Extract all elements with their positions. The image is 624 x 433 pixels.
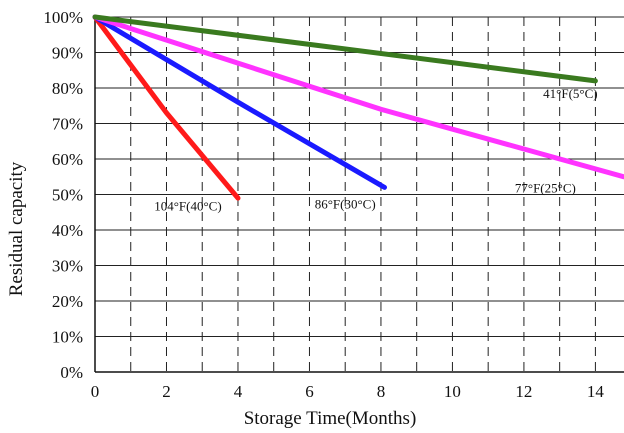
x-tick-label: 4 bbox=[234, 382, 243, 401]
series-line-2 bbox=[92, 14, 387, 190]
x-tick-label: 14 bbox=[587, 382, 605, 401]
x-tick-label: 2 bbox=[162, 382, 171, 401]
x-tick-label: 12 bbox=[515, 382, 532, 401]
y-tick-label: 30% bbox=[52, 257, 83, 276]
x-tick-label: 0 bbox=[91, 382, 100, 401]
series-annotation: 41°F(5°C) bbox=[543, 86, 597, 101]
x-axis-title: Storage Time(Months) bbox=[244, 408, 417, 429]
series-annotation: 104°F(40°C) bbox=[154, 198, 221, 213]
x-tick-label: 6 bbox=[305, 382, 314, 401]
y-tick-label: 100% bbox=[43, 8, 83, 27]
y-tick-label: 90% bbox=[52, 44, 83, 63]
x-tick-label: 8 bbox=[377, 382, 386, 401]
y-axis-title: Residual capacity bbox=[6, 161, 27, 296]
y-tick-label: 40% bbox=[52, 221, 83, 240]
series-line-1 bbox=[92, 14, 241, 201]
series-annotation: 86°F(30°C) bbox=[315, 197, 376, 212]
tick-labels: 0% 10% 20% 30% 40% 50% 60% 70% 80% 90% 100% 0 2 4 6 8 10… bbox=[43, 8, 604, 401]
y-tick-label: 0% bbox=[60, 363, 83, 382]
y-tick-label: 80% bbox=[52, 79, 83, 98]
y-tick-label: 20% bbox=[52, 292, 83, 311]
y-tick-label: 10% bbox=[52, 328, 83, 347]
annotations: 104°F(40°C) 86°F(30°C) 77°F(25°C) 41°F(5°C) bbox=[154, 86, 597, 214]
series-lines bbox=[92, 14, 624, 201]
series-line-3 bbox=[92, 14, 624, 180]
series-annotation: 77°F(25°C) bbox=[515, 181, 576, 196]
series-line-4 bbox=[92, 14, 598, 84]
y-tick-label: 60% bbox=[52, 150, 83, 169]
axes bbox=[94, 17, 624, 373]
y-tick-label: 50% bbox=[52, 186, 83, 205]
y-tick-label: 70% bbox=[52, 115, 83, 134]
x-tick-label: 10 bbox=[444, 382, 461, 401]
